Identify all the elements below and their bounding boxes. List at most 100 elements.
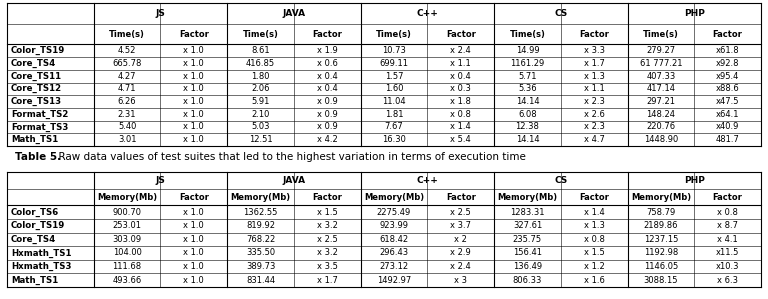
Text: Time(s): Time(s): [509, 30, 545, 39]
Text: x 0.4: x 0.4: [317, 84, 338, 93]
Text: Factor: Factor: [313, 30, 343, 39]
Text: 2.06: 2.06: [251, 84, 270, 93]
Text: 416.85: 416.85: [246, 59, 275, 68]
Text: Color_TS6: Color_TS6: [11, 208, 59, 217]
Text: x 1.3: x 1.3: [584, 72, 604, 81]
Text: 111.68: 111.68: [113, 262, 141, 271]
Text: CS: CS: [554, 176, 568, 185]
Text: Factor: Factor: [713, 30, 743, 39]
Text: x 2.5: x 2.5: [317, 235, 338, 244]
Text: 6.26: 6.26: [118, 97, 137, 106]
Text: JAVA: JAVA: [283, 9, 306, 18]
Text: 4.27: 4.27: [118, 72, 137, 81]
Text: x 1.3: x 1.3: [584, 221, 604, 230]
Text: 665.78: 665.78: [112, 59, 142, 68]
Text: x 0.8: x 0.8: [450, 110, 471, 119]
Text: x 2.5: x 2.5: [450, 208, 471, 217]
Text: 3.01: 3.01: [118, 135, 137, 144]
Text: Factor: Factor: [179, 193, 209, 202]
Text: 279.27: 279.27: [647, 46, 676, 55]
Text: x 1.4: x 1.4: [450, 123, 471, 132]
Text: Factor: Factor: [313, 193, 343, 202]
Text: Hxmath_TS3: Hxmath_TS3: [11, 262, 71, 271]
Text: 156.41: 156.41: [513, 248, 542, 257]
Text: x 3.2: x 3.2: [317, 248, 338, 257]
Text: x 2.4: x 2.4: [450, 46, 471, 55]
Text: 1362.55: 1362.55: [243, 208, 278, 217]
Text: x 3.5: x 3.5: [317, 262, 338, 271]
Text: x 1.4: x 1.4: [584, 208, 604, 217]
Text: x 1.1: x 1.1: [450, 59, 471, 68]
Text: Factor: Factor: [445, 30, 475, 39]
Text: Time(s): Time(s): [376, 30, 412, 39]
Text: Memory(Mb): Memory(Mb): [97, 193, 157, 202]
Text: Math_TS1: Math_TS1: [11, 276, 58, 285]
Text: JAVA: JAVA: [283, 176, 306, 185]
Text: x 8.7: x 8.7: [717, 221, 738, 230]
Text: 8.61: 8.61: [251, 46, 270, 55]
Text: 1492.97: 1492.97: [377, 276, 411, 285]
Text: x 0.9: x 0.9: [317, 123, 338, 132]
Text: x10.3: x10.3: [716, 262, 740, 271]
Text: 1161.29: 1161.29: [510, 59, 545, 68]
Text: 104.00: 104.00: [113, 248, 141, 257]
Text: x 1.1: x 1.1: [584, 84, 604, 93]
Text: x 3: x 3: [454, 276, 467, 285]
Text: 1192.98: 1192.98: [644, 248, 678, 257]
Text: x 1.0: x 1.0: [184, 46, 204, 55]
Text: Factor: Factor: [579, 30, 609, 39]
Text: Memory(Mb): Memory(Mb): [498, 193, 558, 202]
Text: 2.31: 2.31: [118, 110, 137, 119]
Text: JS: JS: [155, 176, 165, 185]
Text: 12.38: 12.38: [515, 123, 539, 132]
Text: x61.8: x61.8: [716, 46, 740, 55]
Text: x 1.7: x 1.7: [584, 59, 604, 68]
Text: 819.92: 819.92: [246, 221, 275, 230]
Text: Factor: Factor: [713, 193, 743, 202]
Text: x 0.4: x 0.4: [450, 72, 471, 81]
Text: 5.71: 5.71: [518, 72, 537, 81]
Text: x92.8: x92.8: [716, 59, 740, 68]
Text: 1448.90: 1448.90: [644, 135, 678, 144]
Text: 618.42: 618.42: [379, 235, 409, 244]
Text: 1.57: 1.57: [385, 72, 403, 81]
Text: x 0.9: x 0.9: [317, 97, 338, 106]
Text: 10.73: 10.73: [382, 46, 406, 55]
Text: x 6.3: x 6.3: [717, 276, 738, 285]
Text: 220.76: 220.76: [647, 123, 676, 132]
Text: x 1.0: x 1.0: [184, 248, 204, 257]
Text: 14.14: 14.14: [515, 97, 539, 106]
Text: Table 5.: Table 5.: [15, 152, 61, 162]
Text: 335.50: 335.50: [246, 248, 275, 257]
Text: 389.73: 389.73: [246, 262, 275, 271]
Text: x 0.8: x 0.8: [584, 235, 604, 244]
Text: Factor: Factor: [179, 30, 209, 39]
Text: 417.14: 417.14: [647, 84, 675, 93]
Text: 136.49: 136.49: [513, 262, 542, 271]
Text: x 1.0: x 1.0: [184, 72, 204, 81]
Text: 1146.05: 1146.05: [644, 262, 678, 271]
Text: x 0.8: x 0.8: [717, 208, 738, 217]
Text: x 5.4: x 5.4: [450, 135, 471, 144]
Text: x 2.3: x 2.3: [584, 123, 604, 132]
Text: Core_TS13: Core_TS13: [11, 97, 62, 106]
Text: 1283.31: 1283.31: [510, 208, 545, 217]
Text: x 1.5: x 1.5: [584, 248, 604, 257]
Text: 2189.86: 2189.86: [644, 221, 678, 230]
Text: 2.10: 2.10: [251, 110, 270, 119]
Text: JS: JS: [155, 9, 165, 18]
Text: x 0.3: x 0.3: [450, 84, 471, 93]
Text: x 1.0: x 1.0: [184, 135, 204, 144]
Text: 5.91: 5.91: [251, 97, 270, 106]
Text: x 1.0: x 1.0: [184, 123, 204, 132]
Text: 1237.15: 1237.15: [644, 235, 678, 244]
Text: Format_TS3: Format_TS3: [11, 122, 68, 132]
Text: 235.75: 235.75: [513, 235, 542, 244]
Text: CS: CS: [554, 9, 568, 18]
Text: x 4.1: x 4.1: [717, 235, 738, 244]
Text: 1.81: 1.81: [385, 110, 403, 119]
Text: x40.9: x40.9: [716, 123, 740, 132]
Text: 5.40: 5.40: [118, 123, 136, 132]
Text: x 0.6: x 0.6: [317, 59, 338, 68]
Text: x47.5: x47.5: [716, 97, 740, 106]
